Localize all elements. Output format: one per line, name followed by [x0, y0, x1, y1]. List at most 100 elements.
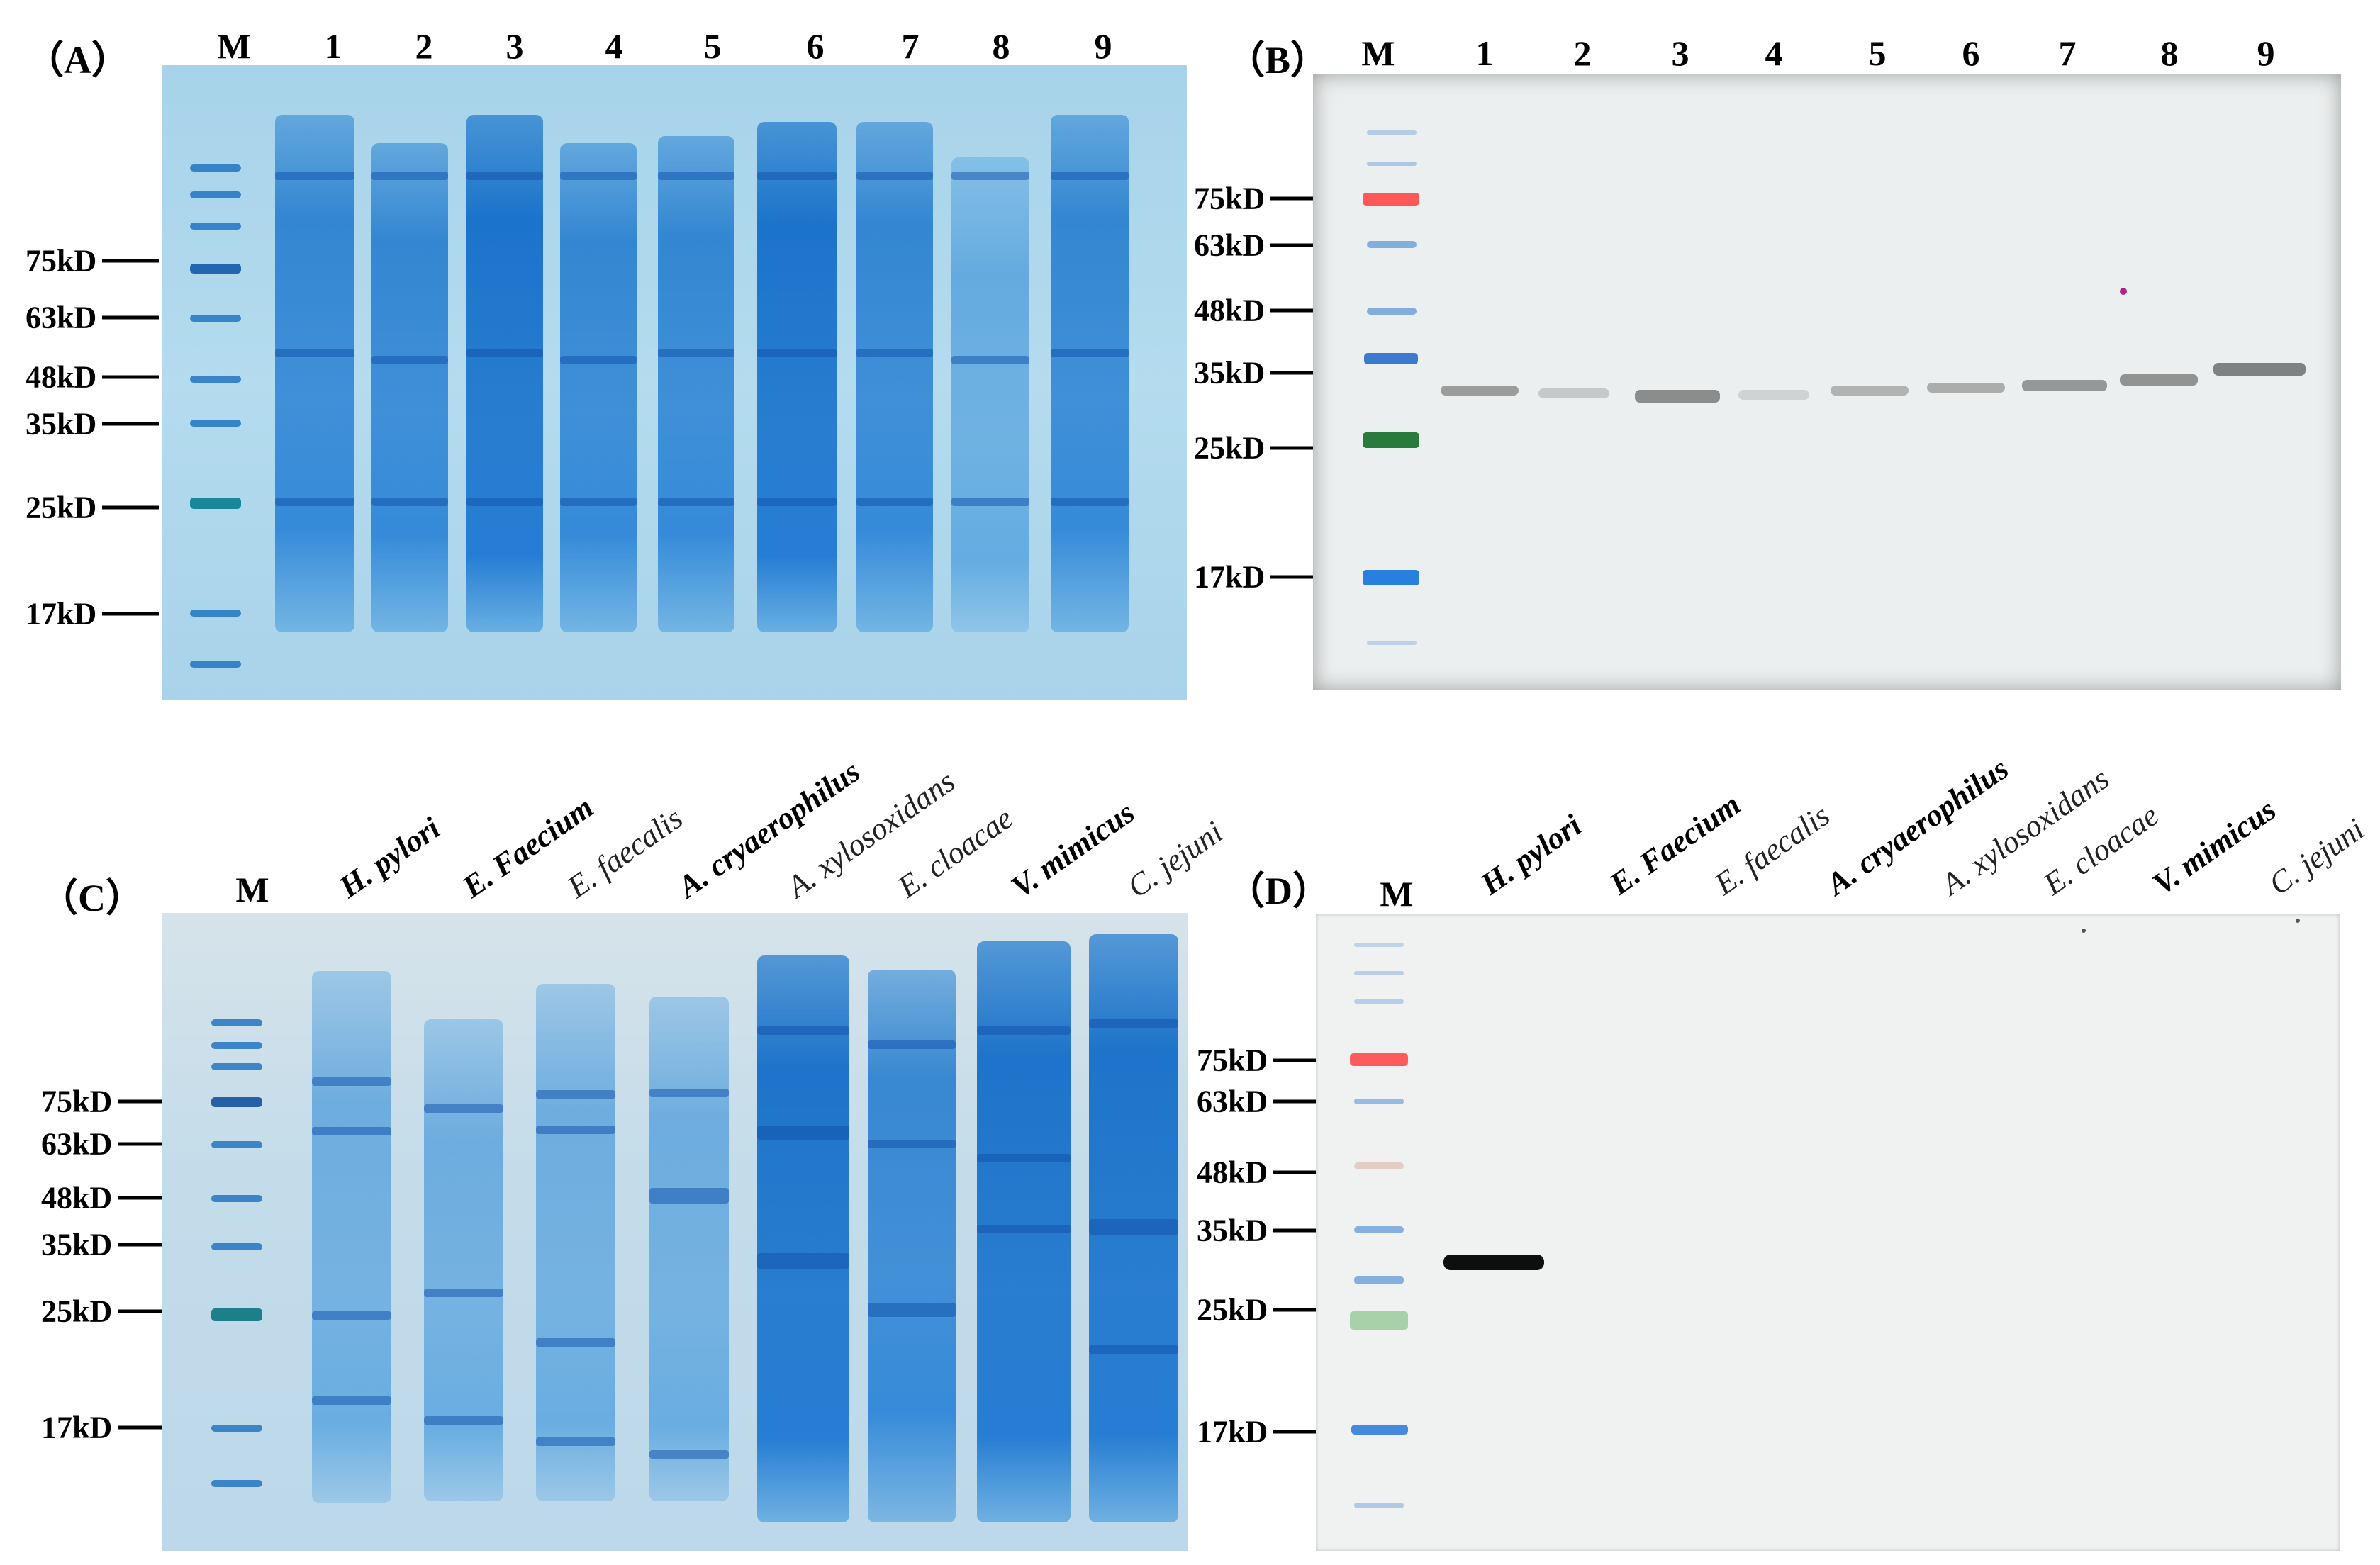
panel-d-marker-48: 48kD — [1197, 1155, 1324, 1191]
panel-a-marker-63: 63kD — [26, 300, 160, 336]
panel-b-marker-48: 48kD — [1194, 293, 1321, 329]
panel-a-lane-label: 8 — [992, 26, 1010, 66]
panel-a-lane-label: 6 — [806, 26, 825, 66]
ladder-band — [190, 610, 241, 617]
ladder-band — [1354, 1226, 1404, 1233]
panel-c-species-label: V. mimicus — [1005, 795, 1141, 905]
ladder-band — [190, 376, 241, 383]
panel-a-lane-label: 4 — [605, 26, 623, 66]
panel-a-marker-25: 25kD — [26, 490, 160, 526]
panel-a-lane-label: 5 — [703, 26, 722, 66]
ladder-band — [211, 1019, 262, 1026]
blot-band — [1831, 386, 1909, 396]
gel-lane — [868, 970, 956, 1522]
panel-b-label: （B） — [1227, 39, 1329, 82]
panel-b-lane-label: M — [1361, 33, 1395, 73]
ladder-band-green — [1350, 1311, 1408, 1330]
panel-c-marker-63: 63kD — [41, 1126, 172, 1162]
gel-lane — [424, 1019, 503, 1501]
panel-a-marker-35: 35kD — [26, 406, 160, 442]
ladder-band-red — [1363, 193, 1419, 206]
panel-d-marker-17: 17kD — [1197, 1414, 1324, 1450]
blot-spot — [2296, 919, 2300, 923]
panel-a-lane-label: 3 — [505, 26, 524, 66]
blot-band — [1443, 1255, 1544, 1270]
ladder-band — [190, 191, 241, 198]
ladder-band — [190, 661, 241, 668]
ladder-band — [190, 315, 241, 322]
ladder-band — [1354, 999, 1404, 1004]
panel-b-lane-label: 1 — [1475, 33, 1494, 73]
ladder-band — [211, 1195, 262, 1202]
blot-band — [1441, 386, 1519, 396]
ladder-band-green — [1363, 432, 1419, 448]
gel-lane — [275, 115, 354, 632]
ladder-band — [1354, 1162, 1404, 1169]
panel-c-species-label: H. pylori — [333, 810, 447, 905]
panel-a-marker-48: 48kD — [26, 359, 160, 396]
gel-lane — [466, 115, 543, 632]
panel-d-marker-63: 63kD — [1197, 1084, 1324, 1120]
panel-a-gel — [162, 65, 1187, 700]
blot-band — [2120, 374, 2198, 386]
panel-b-marker-75: 75kD — [1194, 181, 1321, 217]
blot-spot — [2120, 288, 2127, 295]
ladder-band — [1354, 1503, 1404, 1508]
panel-b-lane-label: 8 — [2160, 33, 2179, 73]
panel-c-marker-17: 17kD — [41, 1410, 172, 1446]
ladder-band — [1367, 130, 1417, 135]
panel-d-species-label: H. pylori — [1474, 807, 1588, 902]
panel-b-marker-35: 35kD — [1194, 355, 1321, 391]
gel-lane — [312, 971, 391, 1503]
panel-b-lane-label: 4 — [1765, 33, 1783, 73]
blot-spot — [2082, 929, 2086, 933]
ladder-band — [211, 1097, 262, 1107]
panel-b-lane-label: 9 — [2257, 33, 2275, 73]
ladder-band — [190, 164, 241, 172]
gel-lane — [536, 984, 615, 1501]
panel-d-marker-75: 75kD — [1197, 1043, 1324, 1079]
gel-lane — [658, 136, 734, 632]
blot-band — [1635, 390, 1720, 403]
panel-a-marker-17: 17kD — [26, 596, 160, 632]
ladder-band — [190, 223, 241, 230]
panel-a-lane-label: 1 — [324, 26, 342, 66]
ladder-band — [190, 264, 241, 274]
blot-band — [2213, 363, 2306, 376]
panel-d-marker-25: 25kD — [1197, 1292, 1324, 1328]
blot-band — [1738, 390, 1809, 400]
panel-b-marker-63: 63kD — [1194, 228, 1321, 264]
ladder-band — [211, 1042, 262, 1049]
panel-c-marker-25: 25kD — [41, 1294, 172, 1330]
ladder-band — [1354, 943, 1404, 947]
panel-d-membrane — [1316, 914, 2340, 1551]
panel-a-lane-label: M — [217, 26, 251, 66]
ladder-band — [211, 1141, 262, 1148]
panel-b-lane-label: 3 — [1671, 33, 1689, 73]
panel-a-label: （A） — [26, 39, 130, 82]
panel-b-lane-label: 2 — [1573, 33, 1592, 73]
ladder-band — [1367, 241, 1417, 248]
panel-d-label: （D） — [1227, 870, 1331, 912]
ladder-band-red — [1350, 1053, 1408, 1066]
panel-a-lane-label: 9 — [1094, 26, 1112, 66]
panel-c-ladder-label: M — [235, 870, 269, 909]
panel-a-lane-label: 7 — [901, 26, 920, 66]
gel-lane — [1089, 934, 1178, 1522]
panel-d-marker-35: 35kD — [1197, 1213, 1324, 1249]
panel-c-species-label: C. jejuni — [1121, 814, 1229, 905]
ladder-band — [1363, 570, 1419, 585]
ladder-band — [190, 498, 241, 509]
gel-lane — [977, 941, 1071, 1522]
gel-lane — [371, 143, 448, 632]
gel-lane — [757, 955, 849, 1522]
ladder-band — [1367, 641, 1417, 645]
gel-lane — [560, 143, 637, 632]
panel-b-lane-label: 5 — [1868, 33, 1887, 73]
panel-c-label: （C） — [40, 877, 144, 919]
panel-d-ladder-label: M — [1380, 874, 1414, 914]
ladder-band — [190, 420, 241, 427]
panel-b-marker-17: 17kD — [1194, 559, 1321, 595]
gel-lane — [649, 997, 729, 1501]
ladder-band — [1354, 1276, 1404, 1284]
